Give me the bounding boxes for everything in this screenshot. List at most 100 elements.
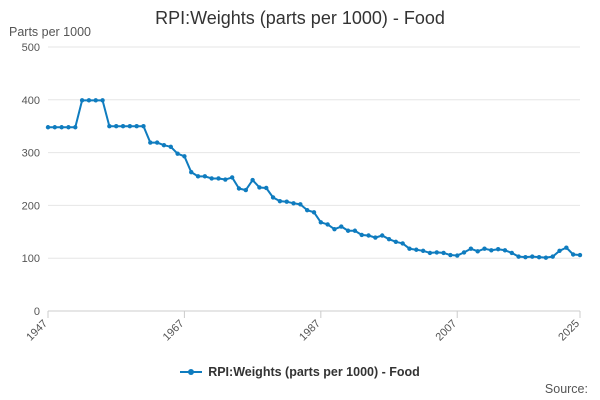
data-point <box>475 249 480 254</box>
data-point <box>141 124 146 129</box>
data-point <box>216 176 221 181</box>
data-point <box>175 151 180 156</box>
data-point <box>250 177 255 183</box>
y-tick-label: 300 <box>22 148 40 160</box>
data-point <box>380 233 385 238</box>
data-point <box>414 247 419 252</box>
data-point <box>523 254 528 260</box>
data-point <box>229 175 235 180</box>
data-point <box>100 98 105 103</box>
data-point <box>114 124 119 129</box>
y-tick-label: 500 <box>22 42 40 54</box>
data-point <box>352 228 358 233</box>
data-point <box>134 124 139 129</box>
data-point <box>502 248 508 253</box>
data-point <box>264 185 269 191</box>
legend-item-food[interactable]: RPI:Weights (parts per 1000) - Food <box>180 365 420 379</box>
x-tick-label: 2025 <box>556 318 582 344</box>
data-point <box>359 232 364 238</box>
series-food <box>45 98 583 260</box>
data-point <box>570 252 576 257</box>
data-point <box>468 246 474 251</box>
data-point <box>339 224 344 229</box>
data-point <box>298 202 303 207</box>
data-point <box>311 210 317 215</box>
data-point <box>59 125 64 130</box>
data-point <box>345 228 351 233</box>
data-point <box>277 198 283 204</box>
data-point <box>284 199 289 204</box>
data-point <box>243 187 248 193</box>
data-point <box>195 174 201 179</box>
legend-swatch-icon <box>180 366 203 378</box>
data-point <box>223 177 228 182</box>
data-point <box>509 250 514 256</box>
y-axis-label: Parts per 1000 <box>9 25 91 39</box>
data-point <box>209 176 214 181</box>
data-point <box>543 255 549 260</box>
data-point <box>536 254 542 260</box>
x-axis: 1947 1967 1987 2007 2025 <box>24 310 582 344</box>
data-point <box>407 246 412 251</box>
data-point <box>257 185 262 190</box>
data-point <box>79 98 85 103</box>
data-point <box>441 250 446 256</box>
data-point <box>461 250 467 255</box>
gridlines <box>48 46 580 312</box>
data-point <box>168 144 173 149</box>
data-point <box>86 98 92 103</box>
data-point <box>127 124 133 129</box>
data-point <box>45 125 51 130</box>
source-label: Source: <box>544 382 588 396</box>
data-point <box>489 248 494 253</box>
data-point <box>107 124 112 129</box>
y-tick-label: 200 <box>22 200 40 212</box>
chart-title: RPI:Weights (parts per 1000) - Food <box>155 8 445 28</box>
data-point <box>189 169 194 175</box>
y-tick-label: 0 <box>34 306 40 318</box>
y-axis-ticks: 0 100 200 300 400 500 <box>22 42 40 318</box>
x-tick-label: 1967 <box>161 318 187 344</box>
data-point <box>148 140 153 145</box>
data-point <box>386 236 392 242</box>
legend-label: RPI:Weights (parts per 1000) - Food <box>208 365 420 379</box>
data-point <box>448 252 453 258</box>
x-tick-label: 1947 <box>24 318 50 344</box>
data-point <box>495 247 501 252</box>
series-line <box>48 99 581 259</box>
data-point <box>318 220 324 225</box>
data-point <box>154 140 160 145</box>
data-point <box>120 124 126 129</box>
data-point <box>550 254 555 259</box>
data-point <box>434 250 439 255</box>
data-point <box>325 222 330 227</box>
data-point <box>366 233 371 238</box>
data-point <box>93 98 98 103</box>
data-point <box>482 246 487 251</box>
data-point <box>577 252 583 258</box>
y-tick-label: 400 <box>22 95 40 107</box>
data-point <box>427 250 433 256</box>
data-point <box>52 125 58 130</box>
data-point <box>66 125 71 130</box>
x-tick-label: 2007 <box>434 318 460 344</box>
data-point <box>236 186 242 191</box>
data-point <box>73 125 78 130</box>
data-point <box>161 143 167 148</box>
data-point <box>332 226 337 232</box>
data-point <box>516 254 521 259</box>
data-point <box>270 195 276 200</box>
data-point <box>420 248 426 254</box>
data-point <box>304 207 310 213</box>
data-point <box>182 154 187 159</box>
data-point <box>393 239 399 245</box>
x-tick-label: 1987 <box>297 318 323 344</box>
data-point <box>202 174 208 179</box>
data-point <box>564 245 569 250</box>
data-point <box>373 235 378 240</box>
data-point <box>455 253 460 258</box>
data-point <box>291 201 296 206</box>
legend[interactable]: RPI:Weights (parts per 1000) - Food <box>0 365 600 381</box>
data-point <box>530 254 535 259</box>
